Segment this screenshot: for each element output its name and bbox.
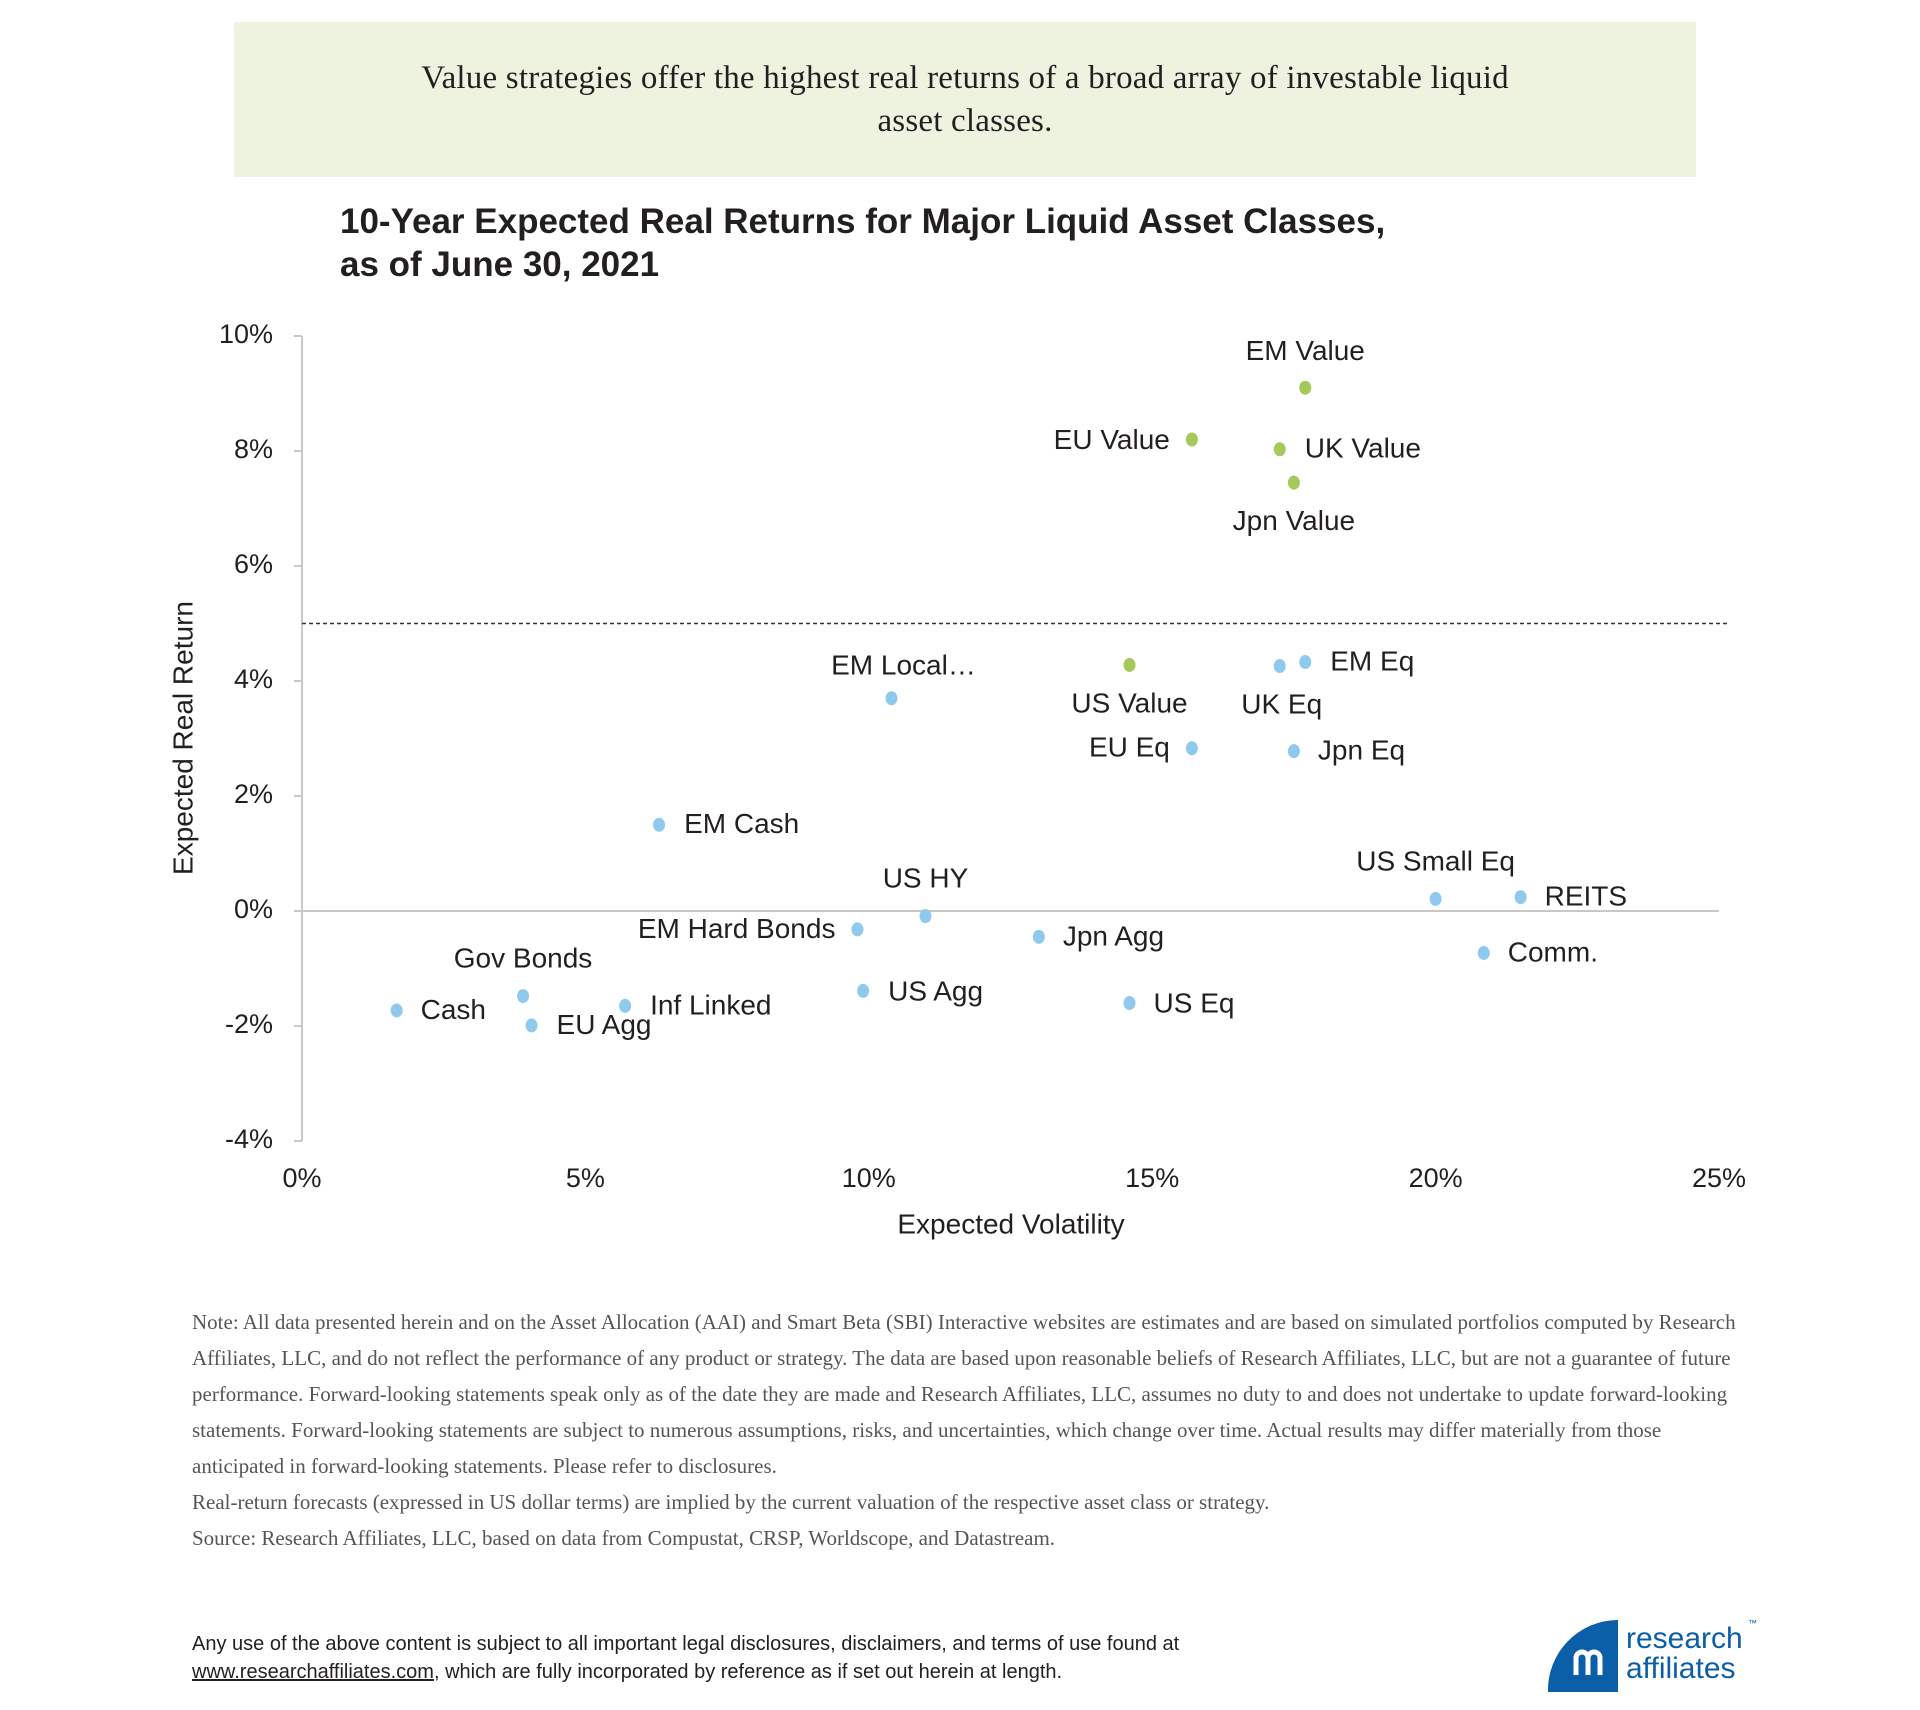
data-point-us-hy: [919, 909, 932, 924]
x-tick-label: 5%: [566, 1163, 605, 1193]
y-tick-label: -4%: [225, 1124, 273, 1154]
data-label-us-agg: US Agg: [888, 975, 983, 1006]
data-label-comm: Comm.: [1508, 936, 1598, 967]
logo-trademark: ™: [1748, 1618, 1757, 1628]
data-point-reits: [1514, 890, 1527, 905]
chart-title-line-1: 10-Year Expected Real Returns for Major …: [340, 202, 1386, 241]
data-label-em-value: EM Value: [1246, 335, 1365, 366]
x-tick-label: 20%: [1409, 1163, 1463, 1193]
data-label-em-hard-bonds: EM Hard Bonds: [638, 913, 836, 944]
data-label-eu-agg: EU Agg: [557, 1009, 652, 1040]
data-point-uk-eq: [1273, 659, 1286, 674]
data-label-em-cash: EM Cash: [684, 808, 799, 839]
data-point-jpn-eq: [1287, 744, 1300, 759]
data-point-eu-eq: [1185, 741, 1198, 756]
data-label-jpn-eq: Jpn Eq: [1318, 735, 1405, 766]
y-tick-label: 6%: [234, 549, 273, 579]
data-point-em-value: [1299, 380, 1312, 395]
y-tick-label: 2%: [234, 779, 273, 809]
data-point-em-cash: [653, 817, 666, 832]
note-real-return: Real-return forecasts (expressed in US d…: [192, 1490, 1270, 1514]
data-label-eu-value: EU Value: [1054, 424, 1170, 455]
y-axis-title: Expected Real Return: [167, 601, 198, 875]
x-tick-label: 15%: [1125, 1163, 1179, 1193]
data-point-us-value: [1123, 657, 1136, 672]
data-point-eu-value: [1185, 432, 1198, 447]
data-point-eu-agg: [525, 1018, 538, 1033]
data-label-eu-eq: EU Eq: [1089, 732, 1170, 763]
data-point-jpn-value: [1287, 475, 1300, 490]
data-label-jpn-agg: Jpn Agg: [1063, 920, 1164, 951]
data-point-em-eq: [1299, 655, 1312, 670]
footer-line-2: , which are fully incorporated by refere…: [433, 1661, 1063, 1683]
data-label-us-hy: US HY: [883, 863, 969, 894]
x-tick-label: 25%: [1692, 1163, 1746, 1193]
data-point-us-agg: [857, 983, 870, 998]
x-axis-title: Expected Volatility: [897, 1208, 1124, 1239]
note-disclaimer: Note: All data presented herein and on t…: [192, 1310, 1736, 1478]
data-label-reits: REITS: [1545, 881, 1627, 912]
footer-line-1: Any use of the above content is subject …: [192, 1633, 1180, 1655]
data-point-em-local: [885, 691, 898, 706]
data-label-em-local: EM Local…: [831, 650, 976, 681]
data-label-gov-bonds: Gov Bonds: [454, 942, 593, 973]
chart-notes: Note: All data presented herein and on t…: [192, 1304, 1752, 1556]
research-affiliates-logo: research affiliates ™: [1547, 1610, 1778, 1692]
data-point-us-small-eq: [1429, 891, 1442, 906]
data-point-comm: [1477, 945, 1490, 960]
x-tick-label: 0%: [282, 1163, 321, 1193]
data-point-uk-value: [1273, 442, 1286, 457]
data-label-us-value: US Value: [1071, 687, 1187, 718]
data-label-jpn-value: Jpn Value: [1233, 505, 1355, 536]
website-link[interactable]: www.researchaffiliates.com: [192, 1661, 434, 1683]
data-point-em-hard-bonds: [851, 922, 864, 937]
data-point-gov-bonds: [517, 989, 530, 1004]
data-label-us-small-eq: US Small Eq: [1356, 845, 1515, 876]
data-label-uk-value: UK Value: [1305, 433, 1421, 464]
y-tick-label: 4%: [234, 664, 273, 694]
note-source: Source: Research Affiliates, LLC, based …: [192, 1526, 1056, 1550]
data-point-jpn-agg: [1032, 929, 1045, 944]
data-label-us-eq: US Eq: [1154, 987, 1235, 1018]
data-label-em-eq: EM Eq: [1330, 645, 1414, 676]
chart-title: 10-Year Expected Real Returns for Major …: [340, 200, 1385, 286]
y-tick-label: 10%: [219, 319, 273, 349]
data-point-inf-linked: [619, 998, 632, 1013]
y-tick-label: 0%: [234, 894, 273, 924]
data-point-us-eq: [1123, 996, 1136, 1010]
logo-mark-icon: [1547, 1620, 1618, 1692]
chart-title-line-2: as of June 30, 2021: [340, 245, 660, 284]
legal-footer: Any use of the above content is subject …: [192, 1630, 1179, 1686]
scatter-chart: 10% 8% 6% 4% 2% 0% -2% -4% 0% 5% 10% 15% 20% 25% Expec…: [167, 319, 1746, 1239]
data-label-uk-eq: UK Eq: [1241, 688, 1322, 719]
logo-text-research: research: [1626, 1622, 1743, 1655]
data-label-cash: Cash: [421, 994, 486, 1025]
headline-text: Value strategies offer the highest real …: [421, 59, 1509, 139]
y-tick-label: -2%: [225, 1009, 273, 1039]
y-tick-label: 8%: [234, 434, 273, 464]
data-point-cash: [390, 1003, 403, 1018]
x-tick-label: 10%: [842, 1163, 896, 1193]
headline-banner: Value strategies offer the highest real …: [234, 22, 1696, 177]
logo-text-affiliates: affiliates: [1626, 1652, 1736, 1685]
data-label-inf-linked: Inf Linked: [650, 989, 771, 1020]
